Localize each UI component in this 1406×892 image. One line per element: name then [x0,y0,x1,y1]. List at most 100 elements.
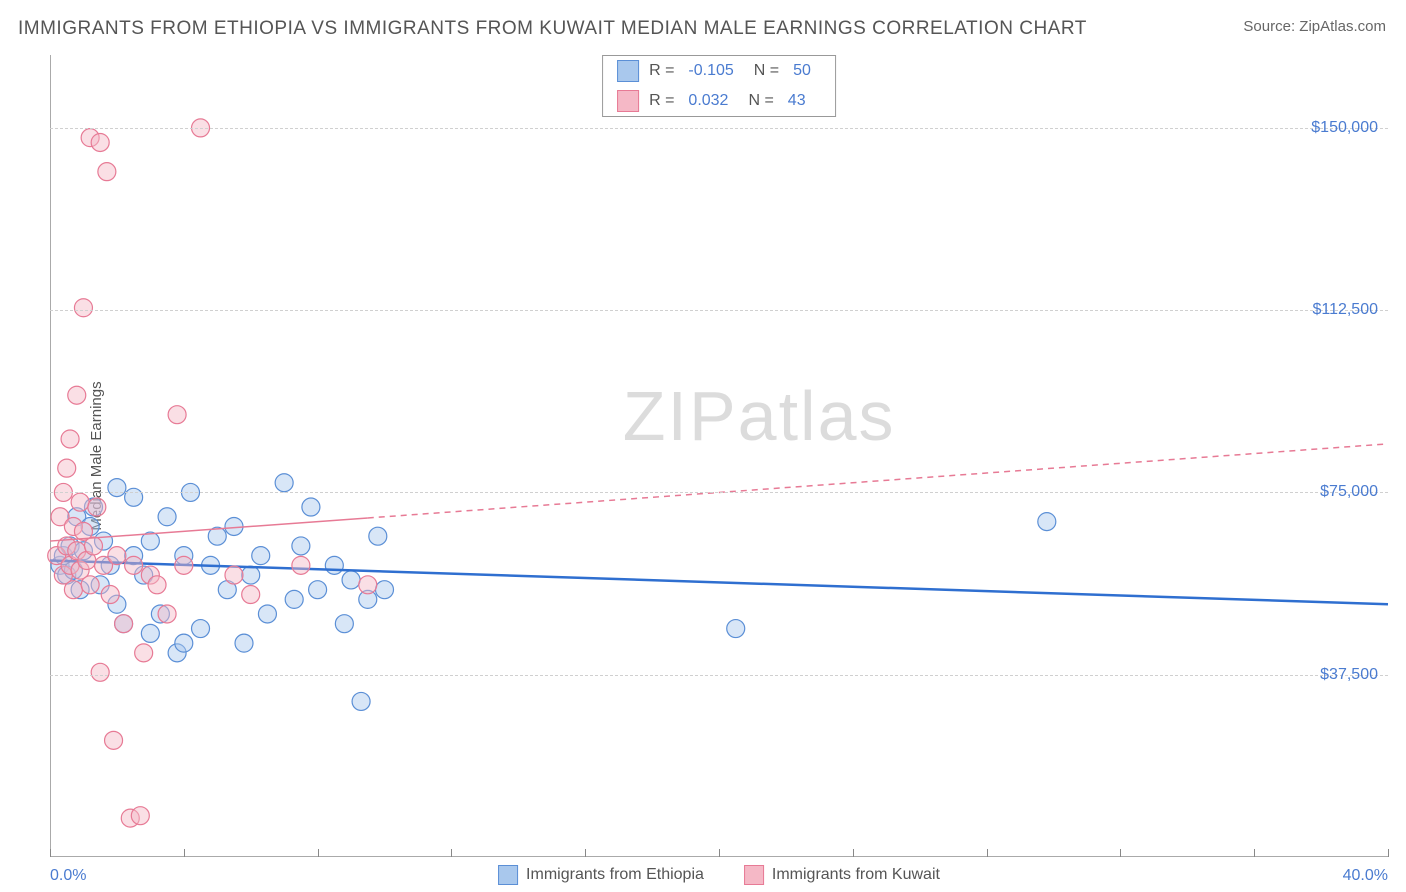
legend-swatch [498,865,518,885]
scatter-point [292,537,310,555]
scatter-point [292,556,310,574]
scatter-point [175,556,193,574]
x-axis-min-label: 0.0% [50,867,86,885]
scatter-point [252,547,270,565]
source-attribution: Source: ZipAtlas.com [1243,18,1386,35]
x-tick [719,849,720,857]
gridline [50,492,1388,493]
n-value: 50 [793,62,811,80]
chart-container: Median Male Earnings ZIPatlas R = -0.105… [50,55,1388,857]
n-label: N = [754,62,779,80]
scatter-point [1038,513,1056,531]
series-name: Immigrants from Ethiopia [526,866,704,884]
plot-area: ZIPatlas R = -0.105N = 50R = 0.032N = 43… [50,55,1388,857]
scatter-point [108,479,126,497]
y-tick-label: $112,500 [1312,301,1378,319]
gridline [50,310,1388,311]
scatter-point [175,634,193,652]
scatter-point [309,581,327,599]
scatter-point [376,581,394,599]
legend-swatch [617,90,639,112]
scatter-point [158,605,176,623]
correlation-legend-row: R = -0.105 N = 50 [603,56,835,86]
x-tick [987,849,988,857]
scatter-point [91,133,109,151]
scatter-point [115,615,133,633]
scatter-point [64,581,82,599]
scatter-point [158,508,176,526]
scatter-point [225,517,243,535]
scatter-point [342,571,360,589]
scatter-point [359,576,377,594]
x-tick [318,849,319,857]
scatter-point [192,620,210,638]
scatter-point [98,163,116,181]
source-link[interactable]: ZipAtlas.com [1299,18,1386,35]
scatter-point [727,620,745,638]
x-tick [1120,849,1121,857]
r-label: R = [649,62,674,80]
x-tick [50,849,51,857]
chart-title: IMMIGRANTS FROM ETHIOPIA VS IMMIGRANTS F… [18,18,1087,40]
correlation-legend: R = -0.105 N = 50 R = 0.032 N = 43 [602,55,836,117]
r-value: 0.032 [688,92,728,110]
scatter-point [242,586,260,604]
x-tick [1254,849,1255,857]
scatter-plot-svg [50,55,1388,857]
x-axis-max-label: 40.0% [1343,867,1388,885]
x-tick [585,849,586,857]
scatter-point [71,493,89,511]
trend-line-dashed [368,444,1388,518]
gridline [50,675,1388,676]
scatter-point [275,474,293,492]
scatter-point [135,644,153,662]
correlation-legend-row: R = 0.032 N = 43 [603,86,835,116]
n-value: 43 [788,92,806,110]
scatter-point [108,547,126,565]
r-value: -0.105 [688,62,733,80]
scatter-point [242,566,260,584]
series-legend: Immigrants from Ethiopia Immigrants from … [498,865,940,885]
scatter-point [141,624,159,642]
scatter-point [105,731,123,749]
scatter-point [285,590,303,608]
scatter-point [225,566,243,584]
source-label: Source: [1243,18,1299,35]
y-tick-label: $150,000 [1311,119,1378,137]
y-tick-label: $75,000 [1320,483,1378,501]
scatter-point [81,576,99,594]
scatter-point [302,498,320,516]
legend-swatch [617,60,639,82]
scatter-point [125,556,143,574]
series-legend-item: Immigrants from Ethiopia [498,865,704,885]
scatter-point [168,406,186,424]
scatter-point [74,299,92,317]
scatter-point [88,498,106,516]
scatter-point [125,488,143,506]
scatter-point [101,586,119,604]
scatter-point [369,527,387,545]
series-legend-item: Immigrants from Kuwait [744,865,940,885]
x-tick [853,849,854,857]
scatter-point [235,634,253,652]
r-label: R = [649,92,674,110]
x-tick [451,849,452,857]
gridline [50,128,1388,129]
scatter-point [91,663,109,681]
y-tick-label: $37,500 [1320,666,1378,684]
scatter-point [258,605,276,623]
scatter-point [131,807,149,825]
series-name: Immigrants from Kuwait [772,866,940,884]
scatter-point [335,615,353,633]
scatter-point [61,430,79,448]
scatter-point [84,537,102,555]
scatter-point [325,556,343,574]
scatter-point [58,459,76,477]
scatter-point [148,576,166,594]
n-label: N = [748,92,773,110]
scatter-point [68,386,86,404]
legend-swatch [744,865,764,885]
x-tick [1388,849,1389,857]
scatter-point [352,692,370,710]
x-tick [184,849,185,857]
